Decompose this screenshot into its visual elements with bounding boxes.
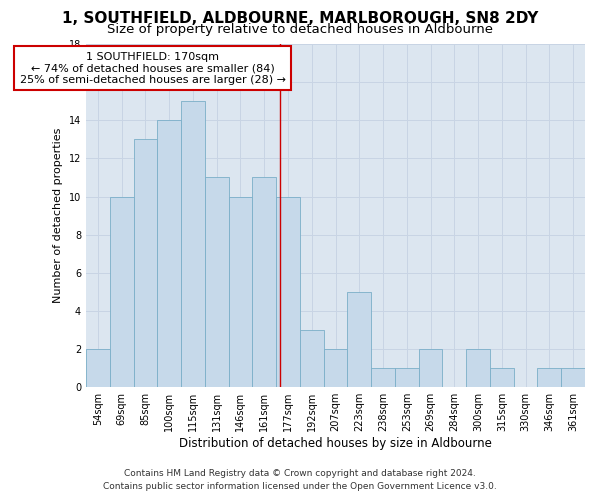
- Text: Contains HM Land Registry data © Crown copyright and database right 2024.
Contai: Contains HM Land Registry data © Crown c…: [103, 470, 497, 491]
- Bar: [538, 368, 561, 387]
- Bar: [419, 349, 442, 387]
- Bar: [229, 196, 253, 387]
- Bar: [205, 178, 229, 387]
- Bar: [276, 196, 300, 387]
- Bar: [395, 368, 419, 387]
- Bar: [371, 368, 395, 387]
- Bar: [561, 368, 585, 387]
- Text: Size of property relative to detached houses in Aldbourne: Size of property relative to detached ho…: [107, 22, 493, 36]
- Text: 1, SOUTHFIELD, ALDBOURNE, MARLBOROUGH, SN8 2DY: 1, SOUTHFIELD, ALDBOURNE, MARLBOROUGH, S…: [62, 11, 538, 26]
- Bar: [86, 349, 110, 387]
- Bar: [300, 330, 323, 387]
- Bar: [490, 368, 514, 387]
- Bar: [466, 349, 490, 387]
- Bar: [181, 101, 205, 387]
- Bar: [110, 196, 134, 387]
- X-axis label: Distribution of detached houses by size in Aldbourne: Distribution of detached houses by size …: [179, 437, 492, 450]
- Bar: [323, 349, 347, 387]
- Bar: [157, 120, 181, 387]
- Bar: [253, 178, 276, 387]
- Bar: [134, 140, 157, 387]
- Bar: [347, 292, 371, 387]
- Text: 1 SOUTHFIELD: 170sqm
← 74% of detached houses are smaller (84)
25% of semi-detac: 1 SOUTHFIELD: 170sqm ← 74% of detached h…: [20, 52, 286, 85]
- Y-axis label: Number of detached properties: Number of detached properties: [53, 128, 63, 304]
